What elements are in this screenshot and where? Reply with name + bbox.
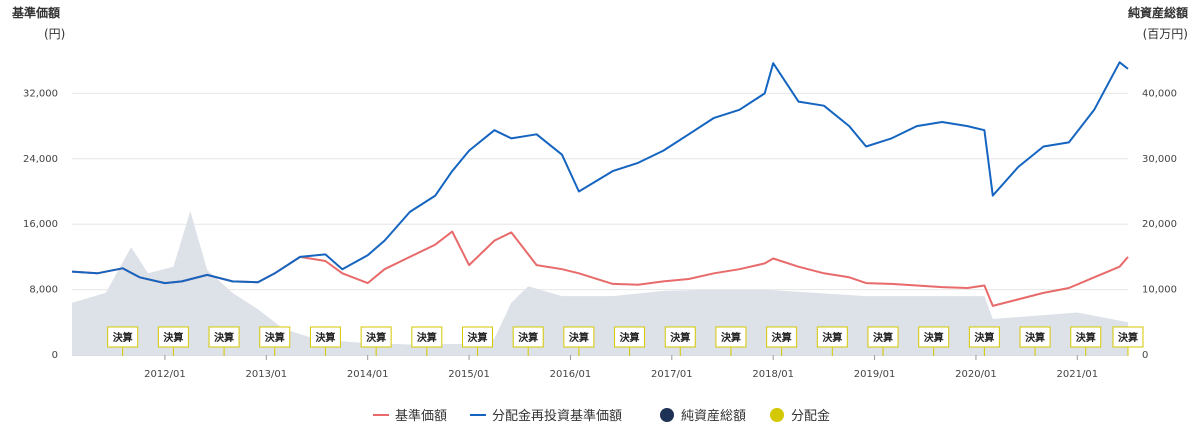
- settlement-box: [664, 326, 696, 348]
- settlement-box: [411, 326, 443, 348]
- settlement-label: 決算: [417, 331, 437, 344]
- legend-label: 分配金: [791, 408, 830, 424]
- right-axis-unit: (百万円): [1143, 27, 1188, 41]
- legend-label: 分配金再投資基準価額: [492, 408, 622, 424]
- settlement-box: [1070, 326, 1102, 348]
- settlement-label: 決算: [113, 331, 133, 344]
- settlement-label: 決算: [772, 331, 792, 344]
- settlement-box: [816, 326, 848, 348]
- right-tick-label: 40,000: [1142, 88, 1177, 99]
- right-tick-label: 0: [1142, 350, 1148, 361]
- settlement-label: 決算: [163, 331, 183, 344]
- settlement-label: 決算: [924, 331, 944, 344]
- settlement-box: [715, 326, 747, 348]
- settlement-label: 決算: [265, 331, 285, 344]
- settlement-label: 決算: [974, 331, 994, 344]
- settlement-label: 決算: [1118, 331, 1138, 344]
- settlement-label: 決算: [468, 331, 488, 344]
- left-axis-unit: (円): [44, 27, 65, 41]
- x-tick-label: 2020/01: [955, 369, 997, 380]
- price-lines: [71, 61, 1129, 307]
- net-assets-area-layer: [72, 211, 1128, 355]
- x-tick-label: 2017/01: [651, 369, 693, 380]
- settlement-box: [918, 326, 950, 348]
- series-line: [71, 61, 1129, 285]
- settlement-box: [309, 326, 341, 348]
- settlement-label: 決算: [670, 331, 690, 344]
- settlement-label: 決算: [873, 331, 893, 344]
- left-axis-title: 基準価額: [11, 5, 60, 20]
- settlement-label: 決算: [366, 331, 386, 344]
- settlement-box: [360, 326, 392, 348]
- x-tick-label: 2013/01: [246, 369, 288, 380]
- x-tick-label: 2018/01: [752, 369, 794, 380]
- settlement-box: [563, 326, 595, 348]
- settlement-box: [107, 326, 139, 348]
- x-tick-label: 2014/01: [347, 369, 389, 380]
- left-tick-label: 24,000: [23, 154, 58, 165]
- settlement-label: 決算: [518, 331, 538, 344]
- settlement-label: 決算: [1076, 331, 1096, 344]
- x-tick-label: 2015/01: [448, 369, 490, 380]
- settlement-label: 決算: [822, 331, 842, 344]
- x-tick-label: 2016/01: [550, 369, 592, 380]
- net-assets-area: [72, 211, 1128, 355]
- left-tick-label: 0: [52, 350, 58, 361]
- settlement-box: [968, 326, 1000, 348]
- right-tick-label: 30,000: [1142, 154, 1177, 165]
- settlement-box: [766, 326, 798, 348]
- left-tick-label: 8,000: [29, 285, 58, 296]
- right-tick-label: 20,000: [1142, 219, 1177, 230]
- legend-swatch: [660, 408, 674, 422]
- legend-label: 純資産総額: [681, 408, 746, 424]
- legend-label: 基準価額: [395, 408, 447, 424]
- right-axis-title: 純資産総額: [1128, 5, 1188, 20]
- settlement-label: 決算: [1025, 331, 1045, 344]
- legend: 基準価額 分配金再投資基準価額 純資産総額 分配金: [373, 408, 830, 424]
- settlement-box: [1112, 326, 1144, 348]
- right-tick-label: 10,000: [1142, 285, 1177, 296]
- settlement-box: [867, 326, 899, 348]
- settlement-label: 決算: [721, 331, 741, 344]
- settlement-label: 決算: [214, 331, 234, 344]
- axes: 基準価額 (円) 純資産総額 (百万円) 0 8,000 16,000 24,000 3…: [11, 5, 1188, 380]
- settlement-label: 決算: [620, 331, 640, 344]
- left-tick-label: 32,000: [23, 88, 58, 99]
- x-tick-label: 2019/01: [854, 369, 896, 380]
- settlement-box: [512, 326, 544, 348]
- settlement-box: [259, 326, 291, 348]
- settlement-box: [462, 326, 494, 348]
- settlement-markers: 決算 決算 決算 決算 決算 決算 決算 決算 決算 決算 決算 決算 決算 決算 決算 決算 決算 決算 決算 決算…: [107, 326, 1144, 356]
- settlement-box: [157, 326, 189, 348]
- settlement-box: [1019, 326, 1051, 348]
- settlement-label: 決算: [569, 331, 589, 344]
- x-tick-label: 2012/01: [144, 369, 186, 380]
- x-tick-label: 2021/01: [1057, 369, 1099, 380]
- settlement-label: 決算: [315, 331, 335, 344]
- settlement-box: [208, 326, 240, 348]
- settlement-box: [614, 326, 646, 348]
- left-tick-label: 16,000: [23, 219, 58, 230]
- legend-swatch: [770, 408, 784, 422]
